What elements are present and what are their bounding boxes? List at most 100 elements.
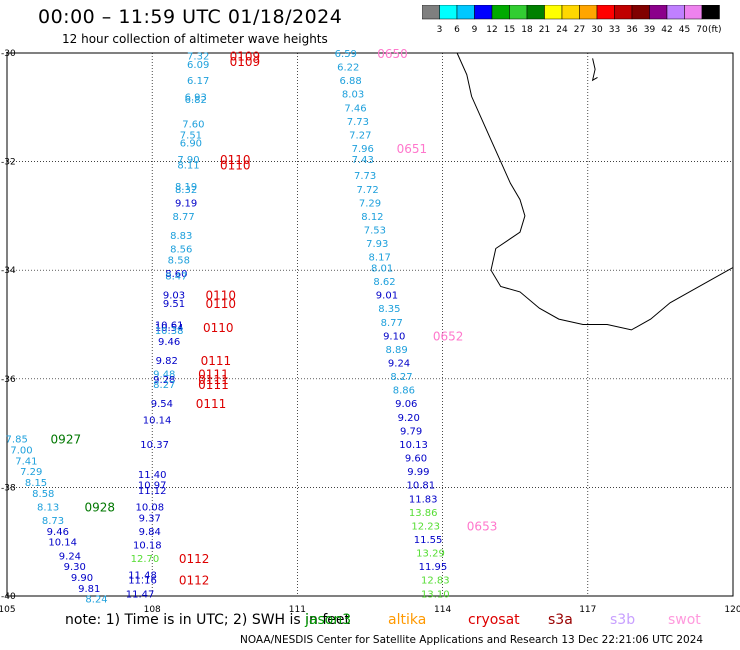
page-subtitle: 12 hour collection of altimeter wave hei…	[62, 32, 328, 46]
scale-label: 12	[486, 25, 497, 35]
wave-height-label: 13.86	[409, 508, 438, 519]
lon-tick-label: 105	[0, 605, 16, 615]
wave-height-label: 9.19	[175, 198, 197, 209]
lon-tick-label: 117	[579, 605, 596, 615]
wave-height-label: 11.40	[138, 470, 167, 481]
wave-height-label: 10.13	[399, 440, 428, 451]
wave-height-label: 8.77	[173, 212, 195, 223]
lon-tick-label: 120	[724, 605, 740, 615]
wave-height-label: 9.28	[153, 375, 175, 386]
pass-time-label: 0110	[220, 158, 251, 172]
wave-height-label: 11.12	[138, 486, 167, 497]
wave-height-label: 9.46	[158, 337, 180, 348]
wave-height-label: 7.85	[6, 435, 28, 446]
scale-label: 6	[454, 25, 460, 35]
wave-height-label: 8.60	[165, 269, 187, 280]
wave-height-label: 11.16	[128, 576, 157, 587]
wave-height-label: 7.60	[182, 120, 204, 131]
wave-height-label: 6.90	[180, 139, 202, 150]
satellite-legend-item: s3b	[610, 612, 636, 628]
wave-height-label: 12.83	[421, 576, 450, 587]
wave-height-label: 9.30	[64, 562, 86, 573]
wave-height-label: 8.24	[85, 595, 107, 606]
wave-height-label: 9.60	[405, 454, 427, 465]
lat-tick-label: -30	[1, 49, 16, 59]
pass-time-label: 0111	[198, 373, 229, 387]
lake-outline	[591, 58, 598, 82]
pass-time-label: 0927	[51, 433, 82, 447]
scale-unit: (ft)	[708, 25, 722, 35]
scale-label: 39	[644, 25, 656, 35]
wave-height-label: 6.82	[185, 95, 207, 106]
wave-height-label: 10.37	[140, 440, 169, 451]
wave-height-label: 7.90	[177, 155, 199, 166]
lon-tick-label: 111	[289, 605, 306, 615]
scale-label: 3	[437, 25, 443, 35]
wave-height-label: 7.73	[347, 117, 369, 128]
wave-height-label: 9.03	[163, 291, 185, 302]
pass-time-label: 0109	[230, 50, 261, 64]
wave-height-label: 9.99	[407, 467, 429, 478]
pass-time-label: 0110	[220, 153, 251, 167]
pass-time-label: 0109	[230, 55, 261, 69]
scale-label: 21	[539, 25, 550, 35]
pass-time-label: 0111	[198, 367, 229, 381]
wave-height-label: 13.29	[416, 549, 445, 560]
wave-height-label: 8.01	[371, 263, 393, 274]
wave-height-label: 9.24	[388, 359, 410, 370]
wave-height-label: 8.77	[381, 318, 403, 329]
pass-time-label: 0652	[433, 329, 464, 343]
wave-height-label: 8.32	[175, 185, 197, 196]
wave-height-label: 8.62	[373, 277, 395, 288]
wave-height-label: 10.97	[138, 481, 167, 492]
wave-height-label: 9.48	[153, 369, 175, 380]
wave-height-label: 13.10	[421, 589, 450, 600]
wave-height-label: 7.96	[352, 144, 374, 155]
lat-tick-label: -32	[1, 158, 16, 168]
credit-line: NOAA/NESDIS Center for Satellite Applica…	[240, 634, 704, 646]
wave-height-label: 10.14	[48, 538, 77, 549]
wave-height-label: 6.09	[187, 60, 209, 71]
pass-time-label: 0112	[179, 574, 210, 588]
wave-height-label: 8.12	[361, 212, 383, 223]
wave-height-label: 6.93	[185, 92, 207, 103]
wave-height-label: 10.08	[135, 502, 164, 513]
scale-label: 36	[626, 25, 638, 35]
pass-time-label: 0111	[196, 397, 227, 411]
scale-label: 70	[696, 25, 708, 35]
wave-height-label: 8.19	[175, 182, 197, 193]
wave-height-label: 11.83	[409, 494, 438, 505]
satellite-legend-item: swot	[668, 612, 701, 628]
wave-height-label: 7.00	[10, 445, 32, 456]
wave-height-label: 11.47	[126, 589, 155, 600]
wave-height-label: 8.86	[393, 386, 415, 397]
color-scale-legend: 3 6 9 12 15 18 21 24 27 30 33 36 39 42 45 70 (ft)	[422, 5, 722, 35]
lat-tick-label: -34	[1, 266, 16, 276]
wave-height-label: 7.29	[359, 198, 381, 209]
wave-height-label: 6.22	[337, 63, 359, 74]
scale-label: 18	[521, 25, 533, 35]
scale-label: 15	[504, 25, 515, 35]
wave-height-label: 6.59	[335, 49, 357, 60]
wave-height-label: 8.73	[42, 516, 64, 527]
wave-height-label: 12.23	[411, 521, 440, 532]
wave-height-label: 7.32	[187, 52, 209, 63]
wave-height-label: 8.47	[165, 272, 187, 283]
wave-height-label: 8.11	[177, 160, 199, 171]
footnote: note: 1) Time is in UTC; 2) SWH is in fe…	[65, 612, 351, 628]
wave-height-label: 10.54	[155, 323, 184, 334]
pass-time-label: 0110	[205, 297, 236, 311]
scale-label: 24	[556, 25, 568, 35]
wave-height-label: 6.88	[340, 76, 362, 87]
wave-height-label: 8.35	[378, 304, 400, 315]
wave-height-label: 8.56	[170, 244, 192, 255]
wave-height-label: 11.48	[128, 570, 157, 581]
wave-height-label: 10.38	[155, 326, 184, 337]
pass-time-label: 0928	[84, 500, 115, 514]
wave-height-label: 8.27	[390, 372, 412, 383]
pass-time-label: 0651	[397, 142, 428, 156]
wave-height-label: 7.53	[364, 225, 386, 236]
wave-height-label: 9.84	[139, 527, 161, 538]
wave-height-label: 10.18	[133, 540, 162, 551]
